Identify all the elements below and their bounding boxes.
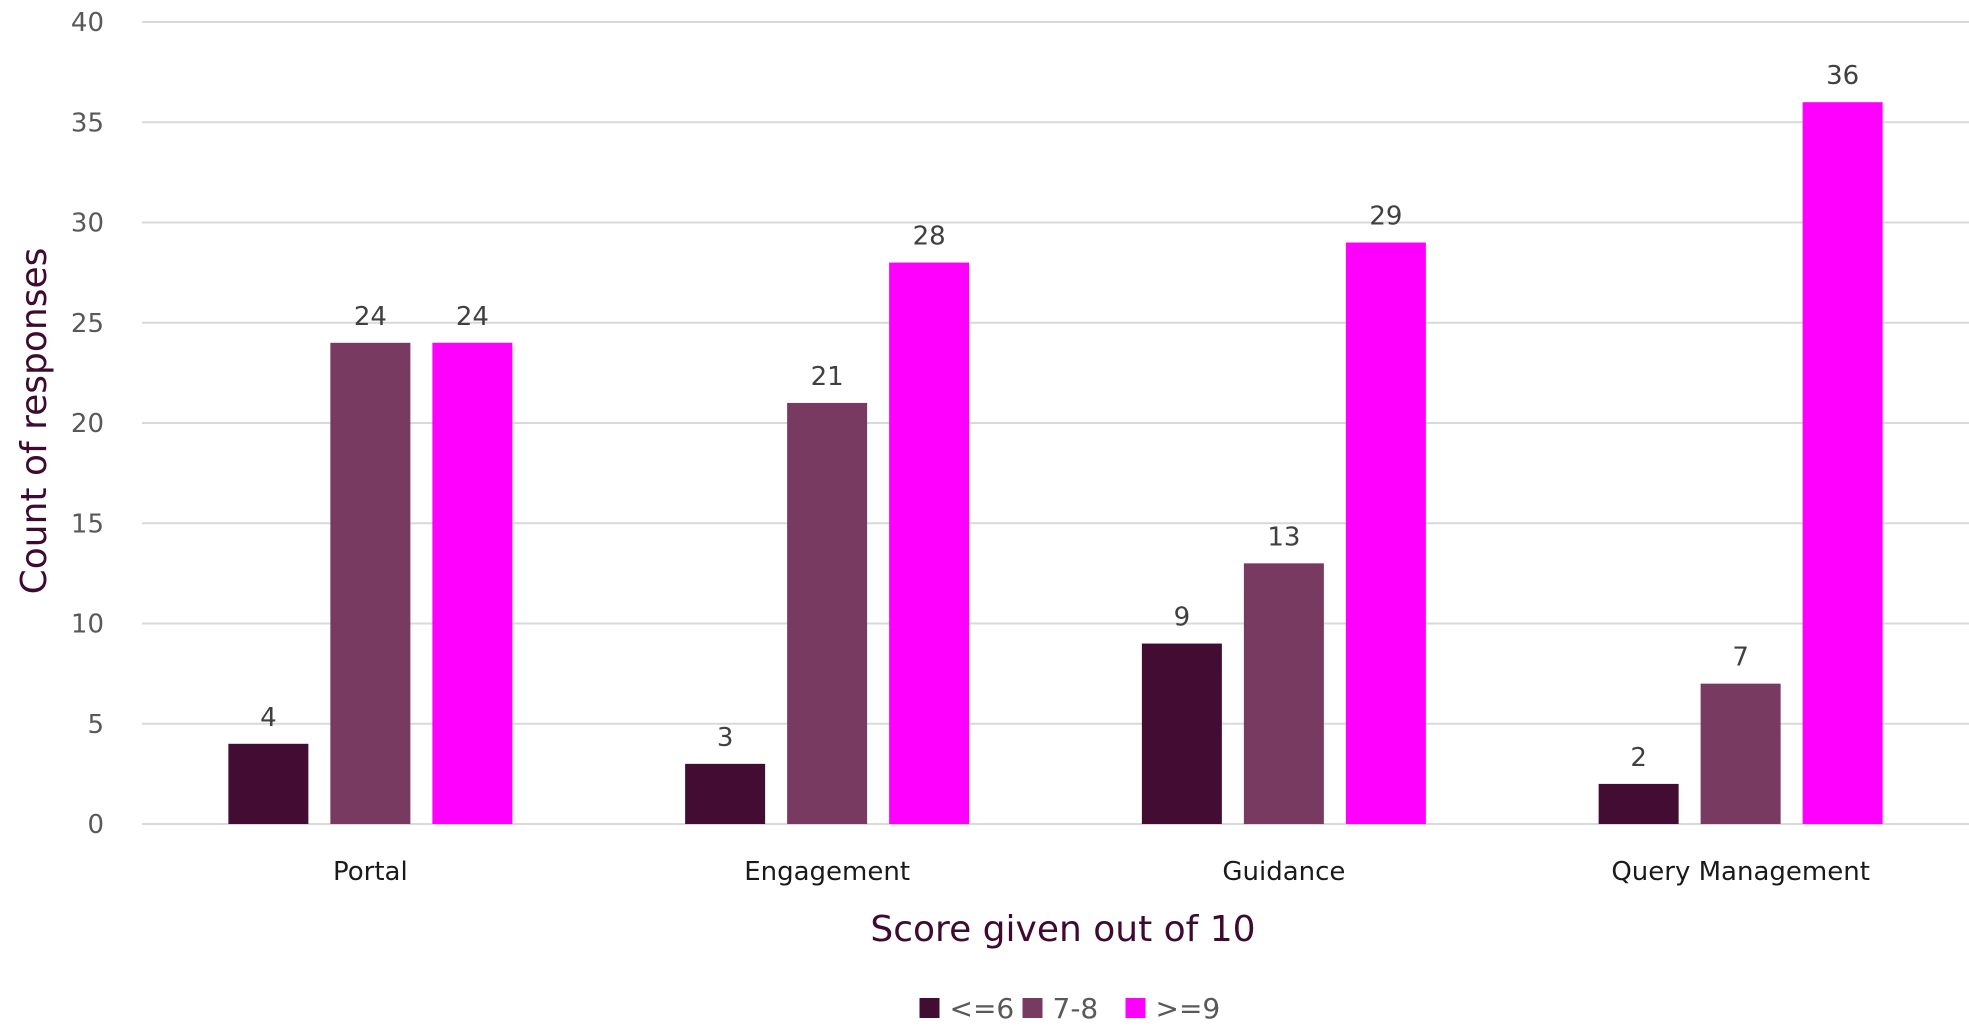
legend-swatch	[919, 998, 940, 1018]
data-labels: 4 24 24 3 21 28 9 13 29 2 7 36	[260, 61, 1859, 773]
data-label: 24	[456, 302, 489, 332]
y-tick-label: 35	[71, 108, 104, 138]
y-axis-tick-labels: 0 5 10 15 20 25 30 35 40	[71, 8, 104, 840]
data-label: 36	[1826, 61, 1859, 91]
legend-item: >=9	[1125, 992, 1221, 1025]
legend-item: 7-8	[1022, 992, 1099, 1025]
y-tick-label: 5	[87, 710, 104, 740]
bar-portal-series-1	[228, 743, 309, 824]
data-label: 13	[1267, 522, 1300, 552]
bar-portal-series-3	[432, 342, 513, 824]
data-label: 9	[1174, 603, 1191, 633]
y-tick-label: 20	[71, 409, 104, 439]
legend: <=6 7-8 >=9	[919, 992, 1221, 1025]
data-label: 7	[1732, 643, 1749, 673]
data-label: 21	[811, 362, 844, 392]
y-tick-label: 15	[71, 509, 104, 539]
bar-query-management-series-3	[1802, 102, 1883, 824]
x-category-label: Portal	[333, 857, 408, 887]
y-tick-label: 0	[87, 810, 104, 840]
bar-portal-series-2	[330, 342, 411, 824]
data-label: 4	[260, 703, 277, 733]
gridlines	[142, 21, 1969, 825]
y-tick-label: 10	[71, 610, 104, 640]
bars	[228, 102, 1883, 825]
data-label: 28	[913, 222, 946, 252]
bar-engagement-series-1	[685, 763, 766, 824]
legend-label: <=6	[950, 992, 1015, 1025]
y-tick-label: 25	[71, 309, 104, 339]
x-axis-category-labels: Portal Engagement Guidance Query Management	[333, 857, 1870, 887]
bar-engagement-series-2	[787, 402, 868, 824]
bar-guidance-series-3	[1345, 242, 1426, 825]
legend-label: 7-8	[1053, 992, 1099, 1025]
data-label: 2	[1630, 743, 1647, 773]
x-category-label: Query Management	[1611, 857, 1870, 887]
bar-query-management-series-1	[1598, 783, 1679, 824]
x-category-label: Engagement	[744, 857, 910, 887]
data-label: 29	[1369, 202, 1402, 232]
data-label: 3	[717, 723, 734, 753]
data-label: 24	[354, 302, 387, 332]
legend-item: <=6	[919, 992, 1015, 1025]
y-tick-label: 40	[71, 8, 104, 38]
legend-label: >=9	[1156, 992, 1221, 1025]
y-axis-title: Count of responses	[14, 248, 55, 595]
x-category-label: Guidance	[1222, 857, 1345, 887]
y-tick-label: 30	[71, 209, 104, 239]
bar-guidance-series-1	[1141, 643, 1222, 824]
legend-swatch	[1022, 998, 1043, 1018]
bar-query-management-series-2	[1700, 683, 1781, 824]
legend-swatch	[1125, 998, 1146, 1018]
bar-engagement-series-3	[889, 262, 970, 825]
x-axis-title: Score given out of 10	[870, 909, 1255, 950]
bar-guidance-series-2	[1243, 563, 1324, 824]
